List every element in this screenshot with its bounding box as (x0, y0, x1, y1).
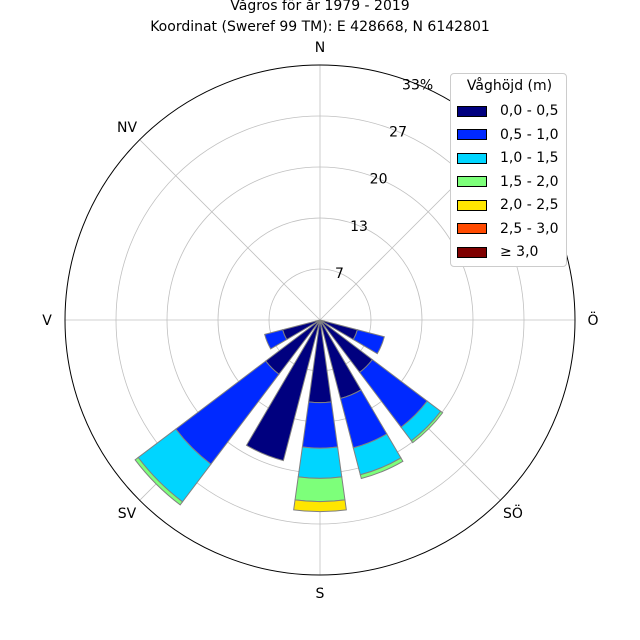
rose-bar-segment (410, 410, 444, 444)
legend-label: 0,0 - 0,5 (500, 103, 559, 119)
legend-entry: ≥ 3,0 (457, 244, 538, 260)
legend-entry: 2,0 - 2,5 (457, 197, 558, 213)
rose-bar-segment (359, 457, 404, 480)
legend-label: 2,0 - 2,5 (500, 197, 559, 213)
direction-label: NV (117, 120, 137, 136)
legend-entry: 1,5 - 2,0 (457, 174, 558, 190)
radial-tick-label: 13 (350, 219, 368, 235)
legend-label: 1,0 - 1,5 (500, 150, 559, 166)
rose-bar-segment (264, 329, 288, 350)
rose-bar-segment (352, 329, 385, 355)
legend-entry: 1,0 - 1,5 (457, 150, 558, 166)
direction-label: N (315, 40, 325, 56)
axis-labels: N NV V SV S SÖ Ö 7 13 20 27 33% (42, 40, 598, 602)
legend-swatch (457, 152, 487, 164)
chart-title: Vågros för år 1979 - 2019 (230, 0, 410, 14)
legend-swatch (457, 199, 487, 211)
legend-label: 1,5 - 2,0 (500, 173, 559, 190)
radial-tick-label: 7 (335, 266, 344, 282)
direction-label: SV (118, 506, 137, 522)
direction-label: S (316, 586, 325, 602)
outer-frame-circle (64, 64, 576, 576)
rose-bar-segment (294, 476, 346, 503)
rose-bar-segment (308, 319, 332, 404)
legend-swatch (457, 176, 487, 187)
rose-bar-segment (293, 499, 347, 513)
legend-label: 0,5 - 1,0 (500, 126, 559, 143)
direction-label: Ö (587, 311, 598, 329)
rose-bar-segment (134, 456, 184, 506)
rose-bar-segment (297, 446, 343, 479)
radial-grid-circle (115, 115, 525, 525)
legend-swatch (457, 105, 487, 117)
radial-tick-label: 33% (402, 77, 433, 93)
legend: Våghöjd (m) 0,0 - 0,5 0,5 - 1,0 1,0 - 1,5 1… (450, 73, 567, 267)
radial-grid-line (139, 139, 321, 321)
legend-entry: 2,5 - 3,0 (457, 221, 558, 237)
radial-tick-label: 27 (389, 125, 407, 141)
direction-label: SÖ (503, 504, 523, 522)
direction-label: V (42, 313, 52, 329)
legend-title: Våghöjd (m) (466, 78, 553, 94)
radial-tick-label: 20 (370, 172, 388, 188)
legend-entry: 0,0 - 0,5 (457, 103, 558, 119)
chart-subtitle: Koordinat (Sweref 99 TM): E 428668, N 61… (150, 19, 490, 35)
legend-swatch (457, 246, 487, 258)
legend-label: 2,5 - 3,0 (500, 220, 559, 237)
legend-entry: 0,5 - 1,0 (457, 127, 558, 143)
legend-swatch (457, 129, 487, 140)
wave-rose-bars (134, 319, 444, 513)
rose-bar-segment (245, 319, 321, 462)
rose-bar-segment (301, 401, 339, 449)
legend-label: ≥ 3,0 (500, 244, 539, 260)
legend-swatch (457, 223, 487, 234)
